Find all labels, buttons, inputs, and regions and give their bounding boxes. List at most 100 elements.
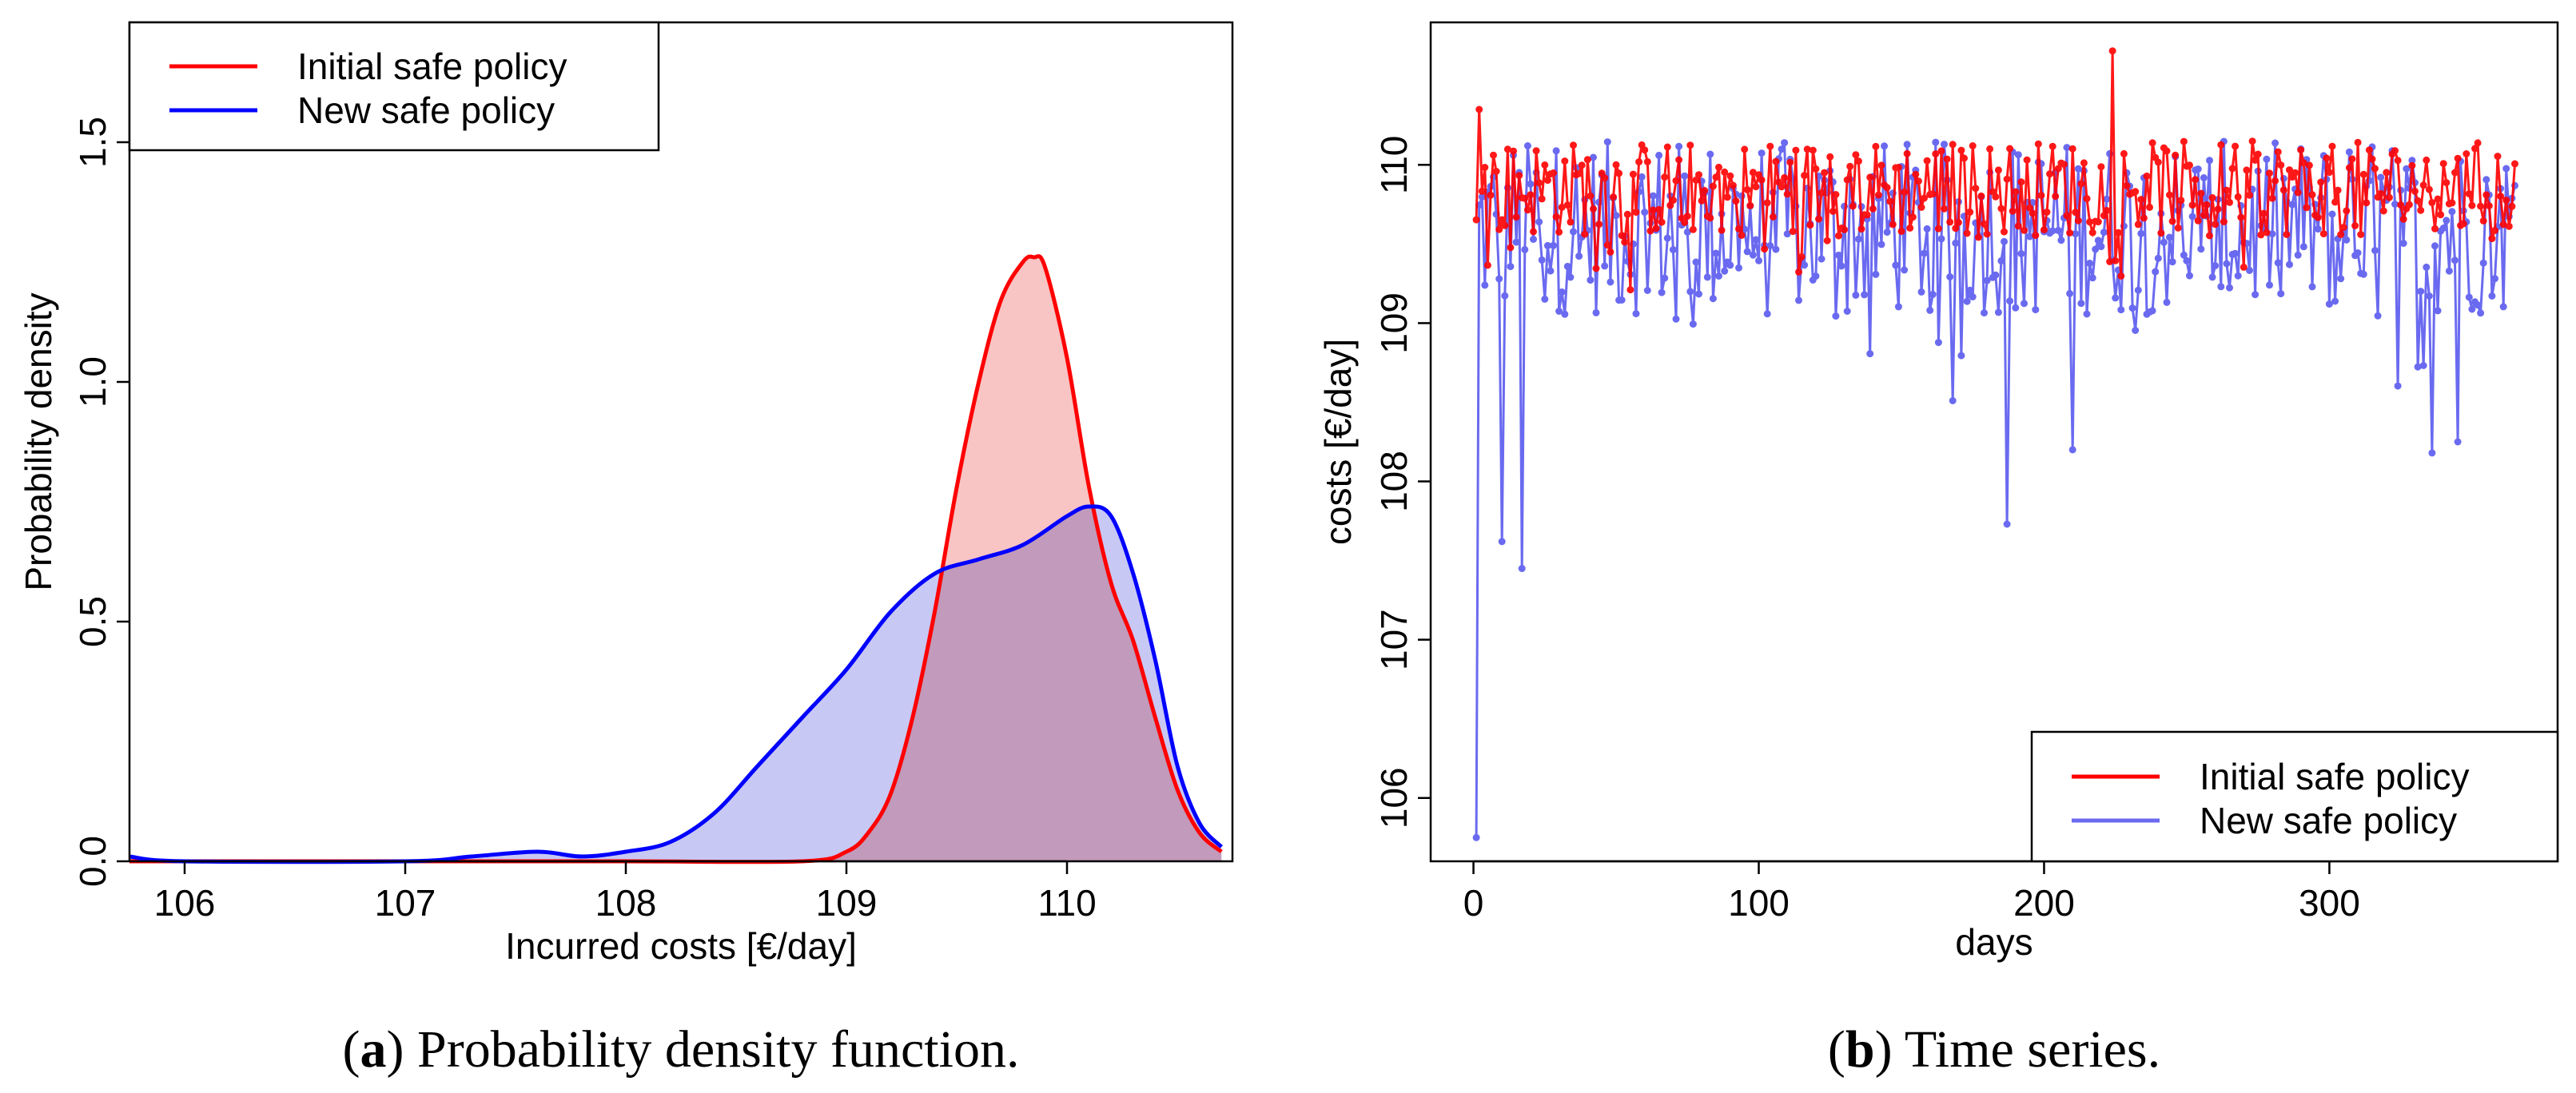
data-point <box>2234 193 2242 201</box>
data-point <box>2443 179 2451 187</box>
data-point <box>2286 260 2293 268</box>
data-point <box>1903 149 1911 157</box>
data-point <box>2166 191 2173 199</box>
data-point <box>1769 213 1777 221</box>
data-point <box>2148 139 2156 147</box>
y-tick-label: 110 <box>1373 136 1415 194</box>
data-point <box>2345 164 2353 172</box>
data-point <box>2325 300 2333 308</box>
x-axis: 106 107 108 109 110 <box>154 860 1097 924</box>
data-point <box>1661 274 1669 282</box>
data-point <box>2066 229 2074 236</box>
data-point <box>2094 218 2102 226</box>
data-point <box>1843 308 1851 315</box>
data-point <box>1735 225 1742 233</box>
data-point <box>2319 230 2327 238</box>
data-point <box>1621 238 1629 246</box>
data-point <box>2414 363 2422 371</box>
data-point <box>2334 186 2342 194</box>
data-point <box>1581 230 1589 238</box>
data-point <box>1795 268 1802 276</box>
data-point <box>1743 185 1751 193</box>
data-point <box>1495 225 1503 233</box>
data-point <box>2348 155 2356 163</box>
data-point <box>1712 173 1720 181</box>
data-point <box>2040 226 2048 234</box>
data-point <box>1672 177 1680 185</box>
data-point <box>1903 141 1911 149</box>
data-point <box>2117 272 2125 280</box>
data-point <box>2017 250 2025 257</box>
data-point <box>1818 189 1825 197</box>
data-point <box>1818 255 1825 263</box>
data-point <box>1595 221 1603 229</box>
data-point <box>1629 170 1637 178</box>
data-point <box>2186 161 2193 169</box>
data-point <box>2283 230 2291 238</box>
data-point <box>2068 446 2076 454</box>
data-point <box>2383 169 2391 177</box>
data-point <box>2114 229 2122 236</box>
data-point <box>2021 226 2028 234</box>
data-point <box>1872 142 1880 150</box>
data-point <box>2077 180 2085 188</box>
data-point <box>1923 157 1931 165</box>
data-point <box>1590 205 1597 213</box>
data-point <box>2428 449 2436 457</box>
data-point <box>1854 235 1862 243</box>
data-point <box>2299 243 2307 251</box>
data-point <box>2048 227 2056 235</box>
data-point <box>2363 199 2371 207</box>
data-point <box>2394 157 2402 165</box>
data-point <box>1543 177 1551 185</box>
data-point <box>2206 232 2213 240</box>
data-point <box>2212 221 2220 229</box>
x-tick-label: 109 <box>816 882 878 924</box>
data-point <box>2343 207 2351 215</box>
data-point <box>2411 187 2419 195</box>
data-point <box>2274 148 2282 156</box>
y-axis-label: Probability density <box>18 292 59 590</box>
data-point <box>1992 193 2000 201</box>
data-point <box>1969 142 1977 149</box>
series-initial <box>1472 47 2518 294</box>
x-tick-label: 0 <box>1463 882 1484 924</box>
data-point <box>2174 224 2182 232</box>
data-point <box>2246 267 2253 274</box>
data-point <box>2403 165 2411 173</box>
data-point <box>1603 241 1611 249</box>
data-point <box>1792 146 1800 154</box>
data-point <box>1821 169 1829 177</box>
data-point <box>2479 259 2487 267</box>
data-point <box>1923 225 1931 233</box>
data-point <box>1709 182 1717 190</box>
data-point <box>1992 271 2000 279</box>
data-point <box>2217 283 2225 291</box>
data-point <box>2357 231 2365 238</box>
data-point <box>1643 287 1651 294</box>
data-point <box>2274 259 2282 267</box>
data-point <box>1715 163 1722 171</box>
data-point <box>1852 291 1860 299</box>
data-point <box>1972 185 1980 193</box>
data-point <box>1829 208 1837 215</box>
data-point <box>2097 163 2105 171</box>
data-point <box>2103 195 2111 203</box>
data-point <box>2425 185 2433 193</box>
data-point <box>1866 350 1874 358</box>
y-axis: 106 107 108 109 110 <box>1373 136 1431 829</box>
data-point <box>1515 172 1523 180</box>
data-point <box>1778 145 1786 153</box>
data-point <box>1755 256 1762 264</box>
data-point <box>1601 174 1609 182</box>
data-point <box>1612 212 1620 220</box>
data-point <box>2417 206 2425 214</box>
data-point <box>2026 204 2034 212</box>
data-point <box>1527 191 1535 199</box>
data-point <box>1983 276 1991 284</box>
data-point <box>1826 153 1834 161</box>
data-point <box>1543 241 1551 249</box>
data-point <box>2266 169 2273 177</box>
data-point <box>2485 202 2493 210</box>
data-point <box>1555 228 1563 236</box>
